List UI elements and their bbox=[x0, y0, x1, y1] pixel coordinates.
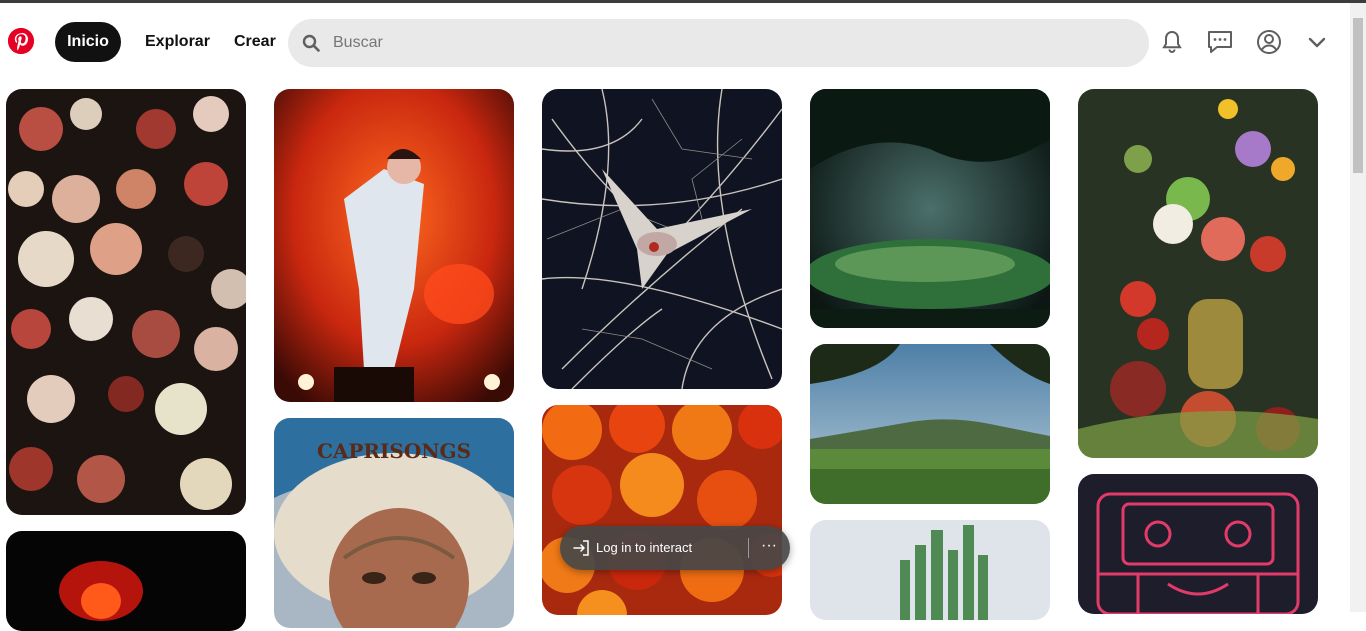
pin-bouquet[interactable] bbox=[1078, 89, 1318, 458]
messages-icon[interactable] bbox=[1205, 27, 1235, 57]
pin-flowers-dark[interactable] bbox=[6, 89, 246, 515]
search-bar[interactable] bbox=[288, 19, 1149, 67]
pinterest-logo-icon[interactable] bbox=[8, 28, 34, 54]
caprisongs-caption: CAPRISONGS bbox=[317, 439, 471, 463]
pin-singer-red[interactable] bbox=[274, 89, 514, 402]
pin-dove-branches[interactable] bbox=[542, 89, 782, 389]
scrollbar-thumb[interactable] bbox=[1353, 18, 1363, 173]
nav-explore-link[interactable]: Explorar bbox=[145, 33, 210, 50]
pin-landscape[interactable] bbox=[810, 344, 1050, 504]
notifications-bell-icon[interactable] bbox=[1157, 27, 1187, 57]
profile-icon[interactable] bbox=[1254, 27, 1284, 57]
pin-caprisongs[interactable]: CAPRISONGS bbox=[274, 418, 514, 628]
window-top-border bbox=[0, 0, 1366, 3]
pill-divider bbox=[748, 538, 749, 558]
search-icon bbox=[302, 34, 320, 52]
login-to-interact-pill[interactable]: Log in to interact ··· bbox=[560, 526, 790, 570]
page-scrollbar[interactable] bbox=[1350, 3, 1366, 612]
nav-create-link[interactable]: Crear bbox=[234, 33, 276, 50]
more-options-icon[interactable]: ··· bbox=[761, 537, 777, 554]
pin-marigolds[interactable] bbox=[542, 405, 782, 615]
pin-cactus[interactable] bbox=[810, 520, 1050, 620]
nav-home-button[interactable]: Inicio bbox=[55, 22, 121, 62]
pin-aztec-pink[interactable] bbox=[1078, 474, 1318, 614]
chevron-down-icon[interactable] bbox=[1302, 27, 1332, 57]
login-arrow-icon bbox=[573, 540, 589, 556]
pin-red-glow[interactable] bbox=[6, 531, 246, 631]
top-navigation-bar: Inicio Explorar Crear bbox=[0, 3, 1350, 81]
login-label: Log in to interact bbox=[596, 540, 693, 555]
pin-forest-light[interactable] bbox=[810, 89, 1050, 328]
search-input[interactable] bbox=[333, 19, 1133, 67]
